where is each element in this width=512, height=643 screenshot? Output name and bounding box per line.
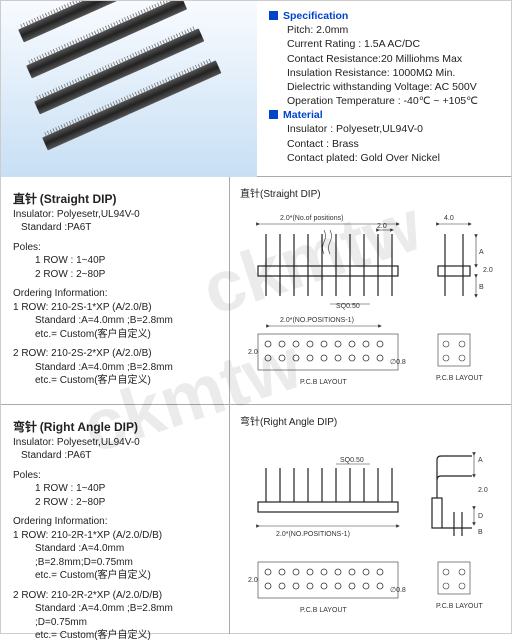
dim-pcb-short: 2.0 — [248, 349, 258, 356]
ra-title-cn: 弯针 — [13, 420, 37, 434]
dim-A: A — [479, 249, 484, 256]
order2-etc: etc.= Custom(客户自定义) — [13, 374, 223, 388]
spec-panel: Specification Pitch: 2.0mm Current Ratin… — [257, 1, 511, 176]
ra-dim-A: A — [478, 457, 483, 464]
spec-line: Current Rating : 1.5A AC/DC — [269, 37, 503, 51]
material-heading: Material — [269, 108, 503, 122]
order2-head: 2 ROW: 210-2S-2*XP (A/2.0/B) — [13, 347, 223, 361]
material-line: Insulator : Polyesetr,UL94V-0 — [269, 122, 503, 136]
ra-dim-D: D — [478, 513, 483, 520]
straight-title-cn: 直针 — [13, 192, 37, 206]
spec-line: Insulation Resistance: 1000MΩ Min. — [269, 66, 503, 80]
ra-dim-2: 2.0 — [478, 487, 488, 494]
ra-order2-etc: etc.= Custom(客户自定义) — [13, 629, 223, 643]
poles-row: 1 ROW : 1~40P — [13, 254, 223, 268]
ra-dim-pitch: 2.0*(NO.POSITIONS-1) — [276, 531, 350, 538]
ra-title-en: (Right Angle DIP) — [40, 420, 138, 434]
ra-drawing-title: 弯针(Right Angle DIP) — [240, 413, 503, 428]
dim-pitch-label: 2.0*(No.of positions) — [280, 215, 343, 222]
material-line: Contact plated: Gold Over Nickel — [269, 151, 503, 165]
ra-dim-hole: ∅0.8 — [390, 587, 406, 594]
ra-pcb-label: P.C.B LAYOUT — [300, 607, 348, 614]
straight-text: 直针 (Straight DIP) Insulator: Polyesetr,U… — [1, 177, 229, 404]
straight-drawing-title: 直针(Straight DIP) — [240, 185, 503, 200]
dim-hole: ∅0.8 — [390, 359, 406, 366]
dim-pitch-short: 2.0 — [377, 223, 387, 230]
ra-poles-row: 2 ROW : 2~80P — [13, 496, 223, 510]
order1-head: 1 ROW: 210-2S-1*XP (A/2.0/B) — [13, 301, 223, 315]
ra-dim-B: B — [478, 529, 483, 536]
poles-row: 2 ROW : 2~80P — [13, 268, 223, 282]
ra-dim-sq: SQ0.50 — [340, 457, 364, 464]
spec-line: Contact Resistance:20 Milliohms Max — [269, 52, 503, 66]
dim-four: 4.0 — [444, 215, 454, 222]
ra-order1-etc: etc.= Custom(客户自定义) — [13, 569, 223, 583]
dim-pitch-side: 2.0 — [483, 267, 493, 274]
spec-line: Pitch: 2.0mm — [269, 23, 503, 37]
spec-heading: Specification — [269, 9, 503, 23]
straight-svg: 2.0*(No.of positions) 2.0 SQ0.50 A B 4.0… — [240, 204, 500, 404]
straight-insulator: Insulator: Polyesetr,UL94V-0 — [13, 208, 223, 222]
order-label: Ordering Information: — [13, 287, 223, 301]
order1-etc: etc.= Custom(客户自定义) — [13, 328, 223, 342]
rightangle-text: 弯针 (Right Angle DIP) Insulator: Polyeset… — [1, 405, 229, 634]
pcb-label: P.C.B LAYOUT — [300, 379, 348, 386]
poles-label: Poles: — [13, 241, 223, 255]
straight-standard: Standard :PA6T — [13, 221, 223, 235]
spec-line: Dielectric withstanding Voltage: AC 500V — [269, 80, 503, 94]
straight-dip-section: 直针 (Straight DIP) Insulator: Polyesetr,U… — [1, 177, 511, 405]
ra-insulator: Insulator: Polyesetr,UL94V-0 — [13, 436, 223, 450]
rightangle-svg: 2.0*(NO.POSITIONS-1) SQ0.50 A 2.0 D B — [240, 432, 500, 632]
material-line: Contact : Brass — [269, 137, 503, 151]
order2-std: Standard :A=4.0mm ;B=2.8mm — [13, 361, 223, 375]
ra-poles-label: Poles: — [13, 469, 223, 483]
ra-poles-row: 1 ROW : 1~40P — [13, 482, 223, 496]
rightangle-drawing: 弯针(Right Angle DIP) ckmtw 2.0*(NO.POSITI… — [229, 405, 511, 634]
ra-order1-head: 1 ROW: 210-2R-1*XP (A/2.0/D/B) — [13, 529, 223, 543]
ra-order1-std: Standard :A=4.0mm ;B=2.8mm;D=0.75mm — [13, 542, 223, 569]
top-section: Specification Pitch: 2.0mm Current Ratin… — [1, 1, 511, 177]
order1-std: Standard :A=4.0mm ;B=2.8mm — [13, 314, 223, 328]
ra-pcb-short: 2.0 — [248, 577, 258, 584]
dim-B: B — [479, 284, 484, 291]
ra-order2-std: Standard :A=4.0mm ;B=2.8mm ;D=0.75mm — [13, 602, 223, 629]
ra-order-label: Ordering Information: — [13, 515, 223, 529]
ra-order2-head: 2 ROW: 210-2R-2*XP (A/2.0/D/B) — [13, 589, 223, 603]
product-photo — [1, 1, 257, 177]
spec-line: Operation Temperature : -40℃ ~ +105℃ — [269, 94, 503, 108]
rightangle-section: 弯针 (Right Angle DIP) Insulator: Polyeset… — [1, 405, 511, 634]
dim-pcb-pitch: 2.0*(NO.POSITIONS-1) — [280, 317, 354, 324]
ra-standard: Standard :PA6T — [13, 449, 223, 463]
straight-drawing: 直针(Straight DIP) ckmtw 2.0*(No.of — [229, 177, 511, 404]
straight-title-en: (Straight DIP) — [40, 192, 117, 206]
ra-pcb-label-side: P.C.B LAYOUT — [436, 603, 484, 610]
pcb-label-side: P.C.B LAYOUT — [436, 375, 484, 382]
